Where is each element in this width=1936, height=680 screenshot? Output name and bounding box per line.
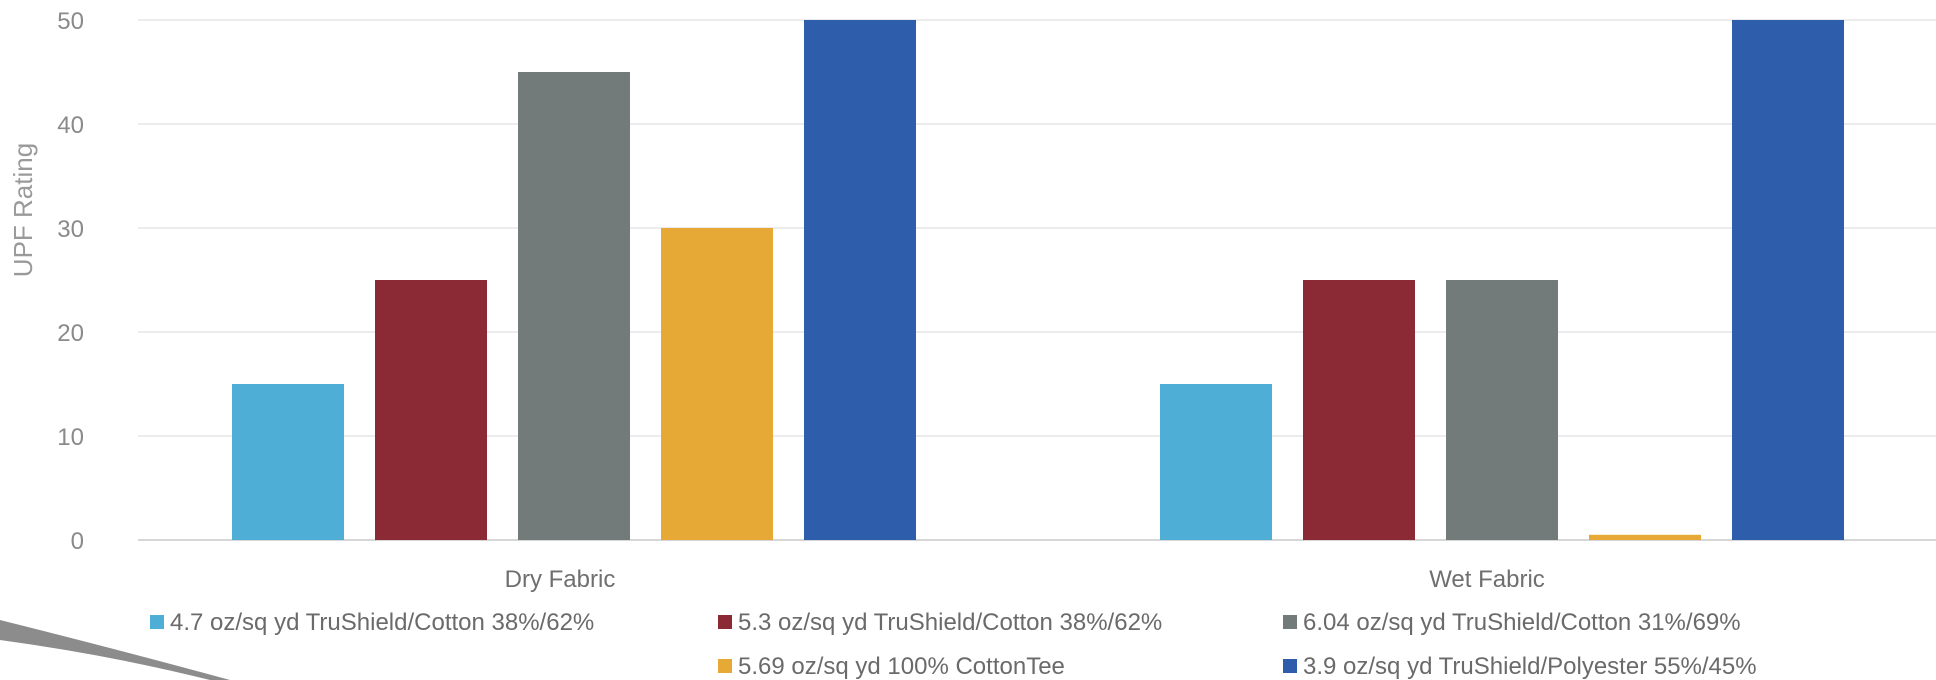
y-tick-label: 0	[71, 528, 84, 555]
y-tick-label: 50	[57, 8, 84, 35]
legend-swatch	[1283, 659, 1297, 673]
bar-dry-series-5	[804, 20, 916, 540]
legend-swatch	[150, 615, 164, 629]
y-tick-label: 30	[57, 216, 84, 243]
y-axis-label: UPF Rating	[8, 143, 38, 277]
bar-wet-series-3	[1446, 280, 1558, 540]
x-axis-categories: Dry Fabric Wet Fabric	[505, 566, 1545, 593]
legend: 4.7 oz/sq yd TruShield/Cotton 38%/62% 5.3…	[150, 609, 1757, 680]
y-tick-label: 10	[57, 424, 84, 451]
legend-label: 3.9 oz/sq yd TruShield/Polyester 55%/45%	[1303, 653, 1757, 680]
bar-dry-series-2	[375, 280, 487, 540]
y-axis-ticks: 0 10 20 30 40 50	[57, 8, 84, 555]
bar-dry-series-3	[518, 72, 630, 540]
bar-wet-series-5	[1732, 20, 1844, 540]
y-tick-label: 40	[57, 112, 84, 139]
legend-swatch	[718, 615, 732, 629]
bar-wet-series-1	[1160, 384, 1272, 540]
x-category-label: Dry Fabric	[505, 566, 616, 593]
bar-wet-series-4	[1589, 534, 1701, 540]
y-tick-label: 20	[57, 320, 84, 347]
bar-dry-series-4	[661, 228, 773, 540]
legend-swatch	[1283, 615, 1297, 629]
x-category-label: Wet Fabric	[1429, 566, 1545, 593]
bar-wet-series-2	[1303, 280, 1415, 540]
legend-label: 4.7 oz/sq yd TruShield/Cotton 38%/62%	[170, 609, 594, 636]
legend-swatch	[718, 659, 732, 673]
decorative-swoosh	[0, 620, 230, 680]
legend-label: 6.04 oz/sq yd TruShield/Cotton 31%/69%	[1303, 609, 1741, 636]
bars	[232, 20, 1844, 540]
legend-label: 5.69 oz/sq yd 100% CottonTee	[738, 653, 1065, 680]
bar-dry-series-1	[232, 384, 344, 540]
legend-label: 5.3 oz/sq yd TruShield/Cotton 38%/62%	[738, 609, 1162, 636]
